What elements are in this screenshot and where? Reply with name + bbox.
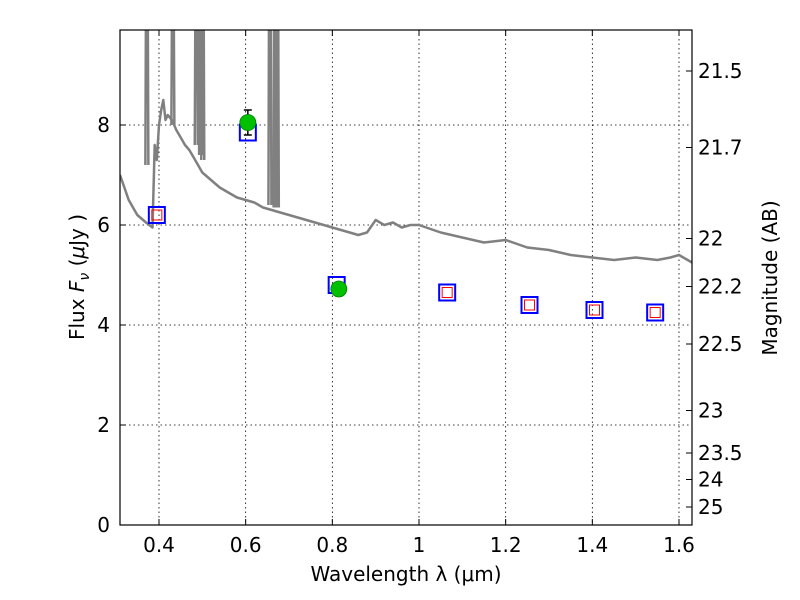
y2-tick-label: 24: [698, 468, 723, 492]
model-photometry-point: [147, 206, 166, 224]
emission-line-spike: [267, 30, 273, 206]
model-photometry-point: [585, 301, 604, 319]
emission-line-spike: [170, 30, 176, 126]
y2-tick-label: 23.5: [698, 441, 743, 465]
y-axis-label: Flux Fν (μJy ): [65, 214, 93, 340]
x-tick-label: 1.6: [663, 533, 695, 557]
y2-tick-label: 22: [698, 227, 723, 251]
y2-tick-label: 22.5: [698, 332, 743, 356]
x-tick-label: 0.6: [230, 533, 262, 557]
y-tick-label: 6: [97, 213, 110, 237]
model-photometry-point: [520, 296, 539, 314]
emission-line-spike: [274, 30, 281, 208]
observed-limit-point: [151, 209, 163, 221]
observed-limit-point: [589, 304, 600, 316]
emission-line-spike: [144, 30, 150, 166]
model-photometry-point: [646, 303, 665, 322]
y2-tick-label: 23: [698, 399, 723, 423]
observed-detection-point: [239, 114, 257, 131]
x-tick-label: 0.4: [143, 533, 175, 557]
x-tick-label: 0.8: [316, 533, 348, 557]
x-tick-label: 1.4: [576, 533, 608, 557]
observed-detection-point: [330, 280, 348, 298]
y-tick-label: 8: [97, 113, 110, 137]
y-tick-label: 4: [97, 313, 110, 337]
plot-frame: [119, 29, 693, 526]
model-spectrum-line: [120, 98, 692, 264]
grid: [120, 30, 692, 526]
observed-limit-point: [649, 307, 661, 318]
emission-line-spike: [193, 30, 200, 146]
y-tick-label: 2: [97, 413, 110, 437]
x-axis-label: Wavelength λ (μm): [310, 562, 501, 586]
y2-tick-label: 25: [698, 495, 723, 519]
x-tick-label: 1.2: [490, 533, 522, 557]
axis-ticks: 0.4 0.6 0.8 1 1.2 1.4 1.60246821.521.72222.222…: [97, 30, 743, 557]
plot-series: [120, 30, 692, 322]
y2-tick-label: 21.5: [698, 59, 743, 83]
model-photometry-point: [438, 283, 457, 302]
y-tick-label: 0: [97, 513, 110, 537]
observed-limit-point: [441, 287, 453, 298]
x-tick-label: 1: [413, 533, 426, 557]
emission-line-spike: [200, 30, 206, 161]
observed-limit-point: [524, 299, 535, 311]
y2-axis-label: Magnitude (AB): [758, 200, 782, 355]
y2-tick-label: 22.2: [698, 275, 743, 299]
y2-tick-label: 21.7: [698, 136, 743, 160]
